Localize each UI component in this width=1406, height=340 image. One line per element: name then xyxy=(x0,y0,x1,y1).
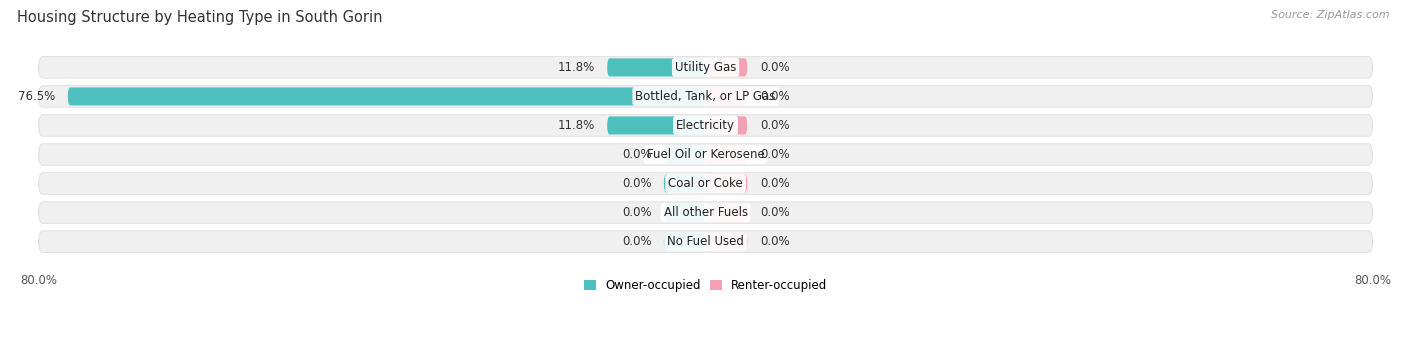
Text: 0.0%: 0.0% xyxy=(759,235,789,248)
FancyBboxPatch shape xyxy=(706,58,747,76)
Text: 0.0%: 0.0% xyxy=(621,235,651,248)
FancyBboxPatch shape xyxy=(706,233,747,251)
FancyBboxPatch shape xyxy=(664,233,706,251)
FancyBboxPatch shape xyxy=(706,174,747,192)
FancyBboxPatch shape xyxy=(38,173,1372,194)
Text: 0.0%: 0.0% xyxy=(621,206,651,219)
Text: Electricity: Electricity xyxy=(676,119,735,132)
FancyBboxPatch shape xyxy=(706,117,747,134)
Text: 0.0%: 0.0% xyxy=(621,148,651,161)
FancyBboxPatch shape xyxy=(67,87,706,105)
FancyBboxPatch shape xyxy=(664,204,706,222)
Text: All other Fuels: All other Fuels xyxy=(664,206,748,219)
Text: Source: ZipAtlas.com: Source: ZipAtlas.com xyxy=(1271,10,1389,20)
Text: 0.0%: 0.0% xyxy=(621,177,651,190)
FancyBboxPatch shape xyxy=(706,146,747,164)
Text: 76.5%: 76.5% xyxy=(18,90,55,103)
Legend: Owner-occupied, Renter-occupied: Owner-occupied, Renter-occupied xyxy=(579,274,832,297)
Text: No Fuel Used: No Fuel Used xyxy=(666,235,744,248)
FancyBboxPatch shape xyxy=(38,202,1372,223)
Text: 11.8%: 11.8% xyxy=(557,119,595,132)
Text: Housing Structure by Heating Type in South Gorin: Housing Structure by Heating Type in Sou… xyxy=(17,10,382,25)
FancyBboxPatch shape xyxy=(38,86,1372,107)
Text: 0.0%: 0.0% xyxy=(759,206,789,219)
FancyBboxPatch shape xyxy=(38,115,1372,136)
Text: 0.0%: 0.0% xyxy=(759,119,789,132)
FancyBboxPatch shape xyxy=(38,231,1372,252)
FancyBboxPatch shape xyxy=(706,87,747,105)
Text: 0.0%: 0.0% xyxy=(759,90,789,103)
Text: Bottled, Tank, or LP Gas: Bottled, Tank, or LP Gas xyxy=(636,90,776,103)
Text: 11.8%: 11.8% xyxy=(557,61,595,74)
Text: Utility Gas: Utility Gas xyxy=(675,61,737,74)
Text: Coal or Coke: Coal or Coke xyxy=(668,177,742,190)
FancyBboxPatch shape xyxy=(706,204,747,222)
FancyBboxPatch shape xyxy=(664,146,706,164)
Text: 0.0%: 0.0% xyxy=(759,177,789,190)
FancyBboxPatch shape xyxy=(664,174,706,192)
Text: Fuel Oil or Kerosene: Fuel Oil or Kerosene xyxy=(647,148,765,161)
Text: 0.0%: 0.0% xyxy=(759,148,789,161)
FancyBboxPatch shape xyxy=(607,117,706,134)
FancyBboxPatch shape xyxy=(38,57,1372,78)
FancyBboxPatch shape xyxy=(38,144,1372,165)
Text: 0.0%: 0.0% xyxy=(759,61,789,74)
FancyBboxPatch shape xyxy=(607,58,706,76)
